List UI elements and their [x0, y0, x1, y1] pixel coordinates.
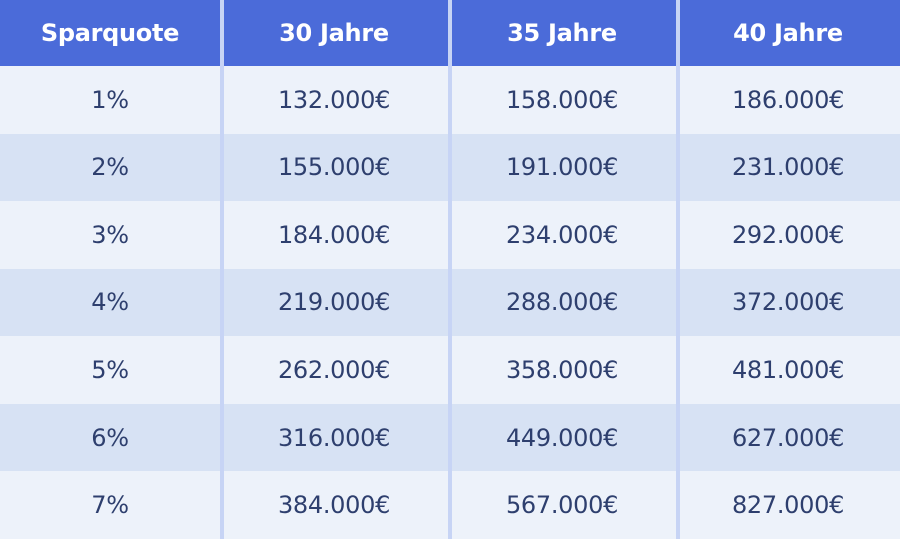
- table-cell-sparquote: 5%: [91, 356, 129, 385]
- table-cell-value: 231.000€: [731, 153, 845, 182]
- table-cell-value: 316.000€: [277, 423, 391, 452]
- table-cell-value: 292.000€: [731, 220, 845, 249]
- table-cell-value: 234.000€: [505, 220, 619, 249]
- table-cell-value: 262.000€: [277, 356, 391, 385]
- table-cell-value: 567.000€: [505, 491, 619, 520]
- table-cell-value: 481.000€: [731, 356, 845, 385]
- table-cell-value: 372.000€: [731, 288, 845, 317]
- table-cell-sparquote: 7%: [91, 491, 129, 520]
- table-cell-sparquote: 1%: [91, 85, 129, 114]
- table-cell-value: 191.000€: [505, 153, 619, 182]
- column-divider: [220, 0, 224, 539]
- table-cell-value: 827.000€: [731, 491, 845, 520]
- header-cell-30-jahre: 30 Jahre: [279, 19, 389, 47]
- table-cell-value: 158.000€: [505, 85, 619, 114]
- table-cell-value: 358.000€: [505, 356, 619, 385]
- header-cell-35-jahre: 35 Jahre: [507, 19, 617, 47]
- column-divider: [448, 0, 452, 539]
- table-cell-sparquote: 3%: [91, 220, 129, 249]
- column-divider: [676, 0, 680, 539]
- table-cell-value: 219.000€: [277, 288, 391, 317]
- table-cell-value: 184.000€: [277, 220, 391, 249]
- table-cell-value: 627.000€: [731, 423, 845, 452]
- table-cell-sparquote: 2%: [91, 153, 129, 182]
- table-cell-sparquote: 6%: [91, 423, 129, 452]
- table-cell-value: 384.000€: [277, 491, 391, 520]
- table-cell-value: 288.000€: [505, 288, 619, 317]
- table-cell-value: 132.000€: [277, 85, 391, 114]
- table-cell-value: 449.000€: [505, 423, 619, 452]
- header-cell-40-jahre: 40 Jahre: [733, 19, 843, 47]
- table-cell-value: 186.000€: [731, 85, 845, 114]
- header-cell-sparquote: Sparquote: [40, 19, 180, 47]
- table-cell-sparquote: 4%: [91, 288, 129, 317]
- table-cell-value: 155.000€: [277, 153, 391, 182]
